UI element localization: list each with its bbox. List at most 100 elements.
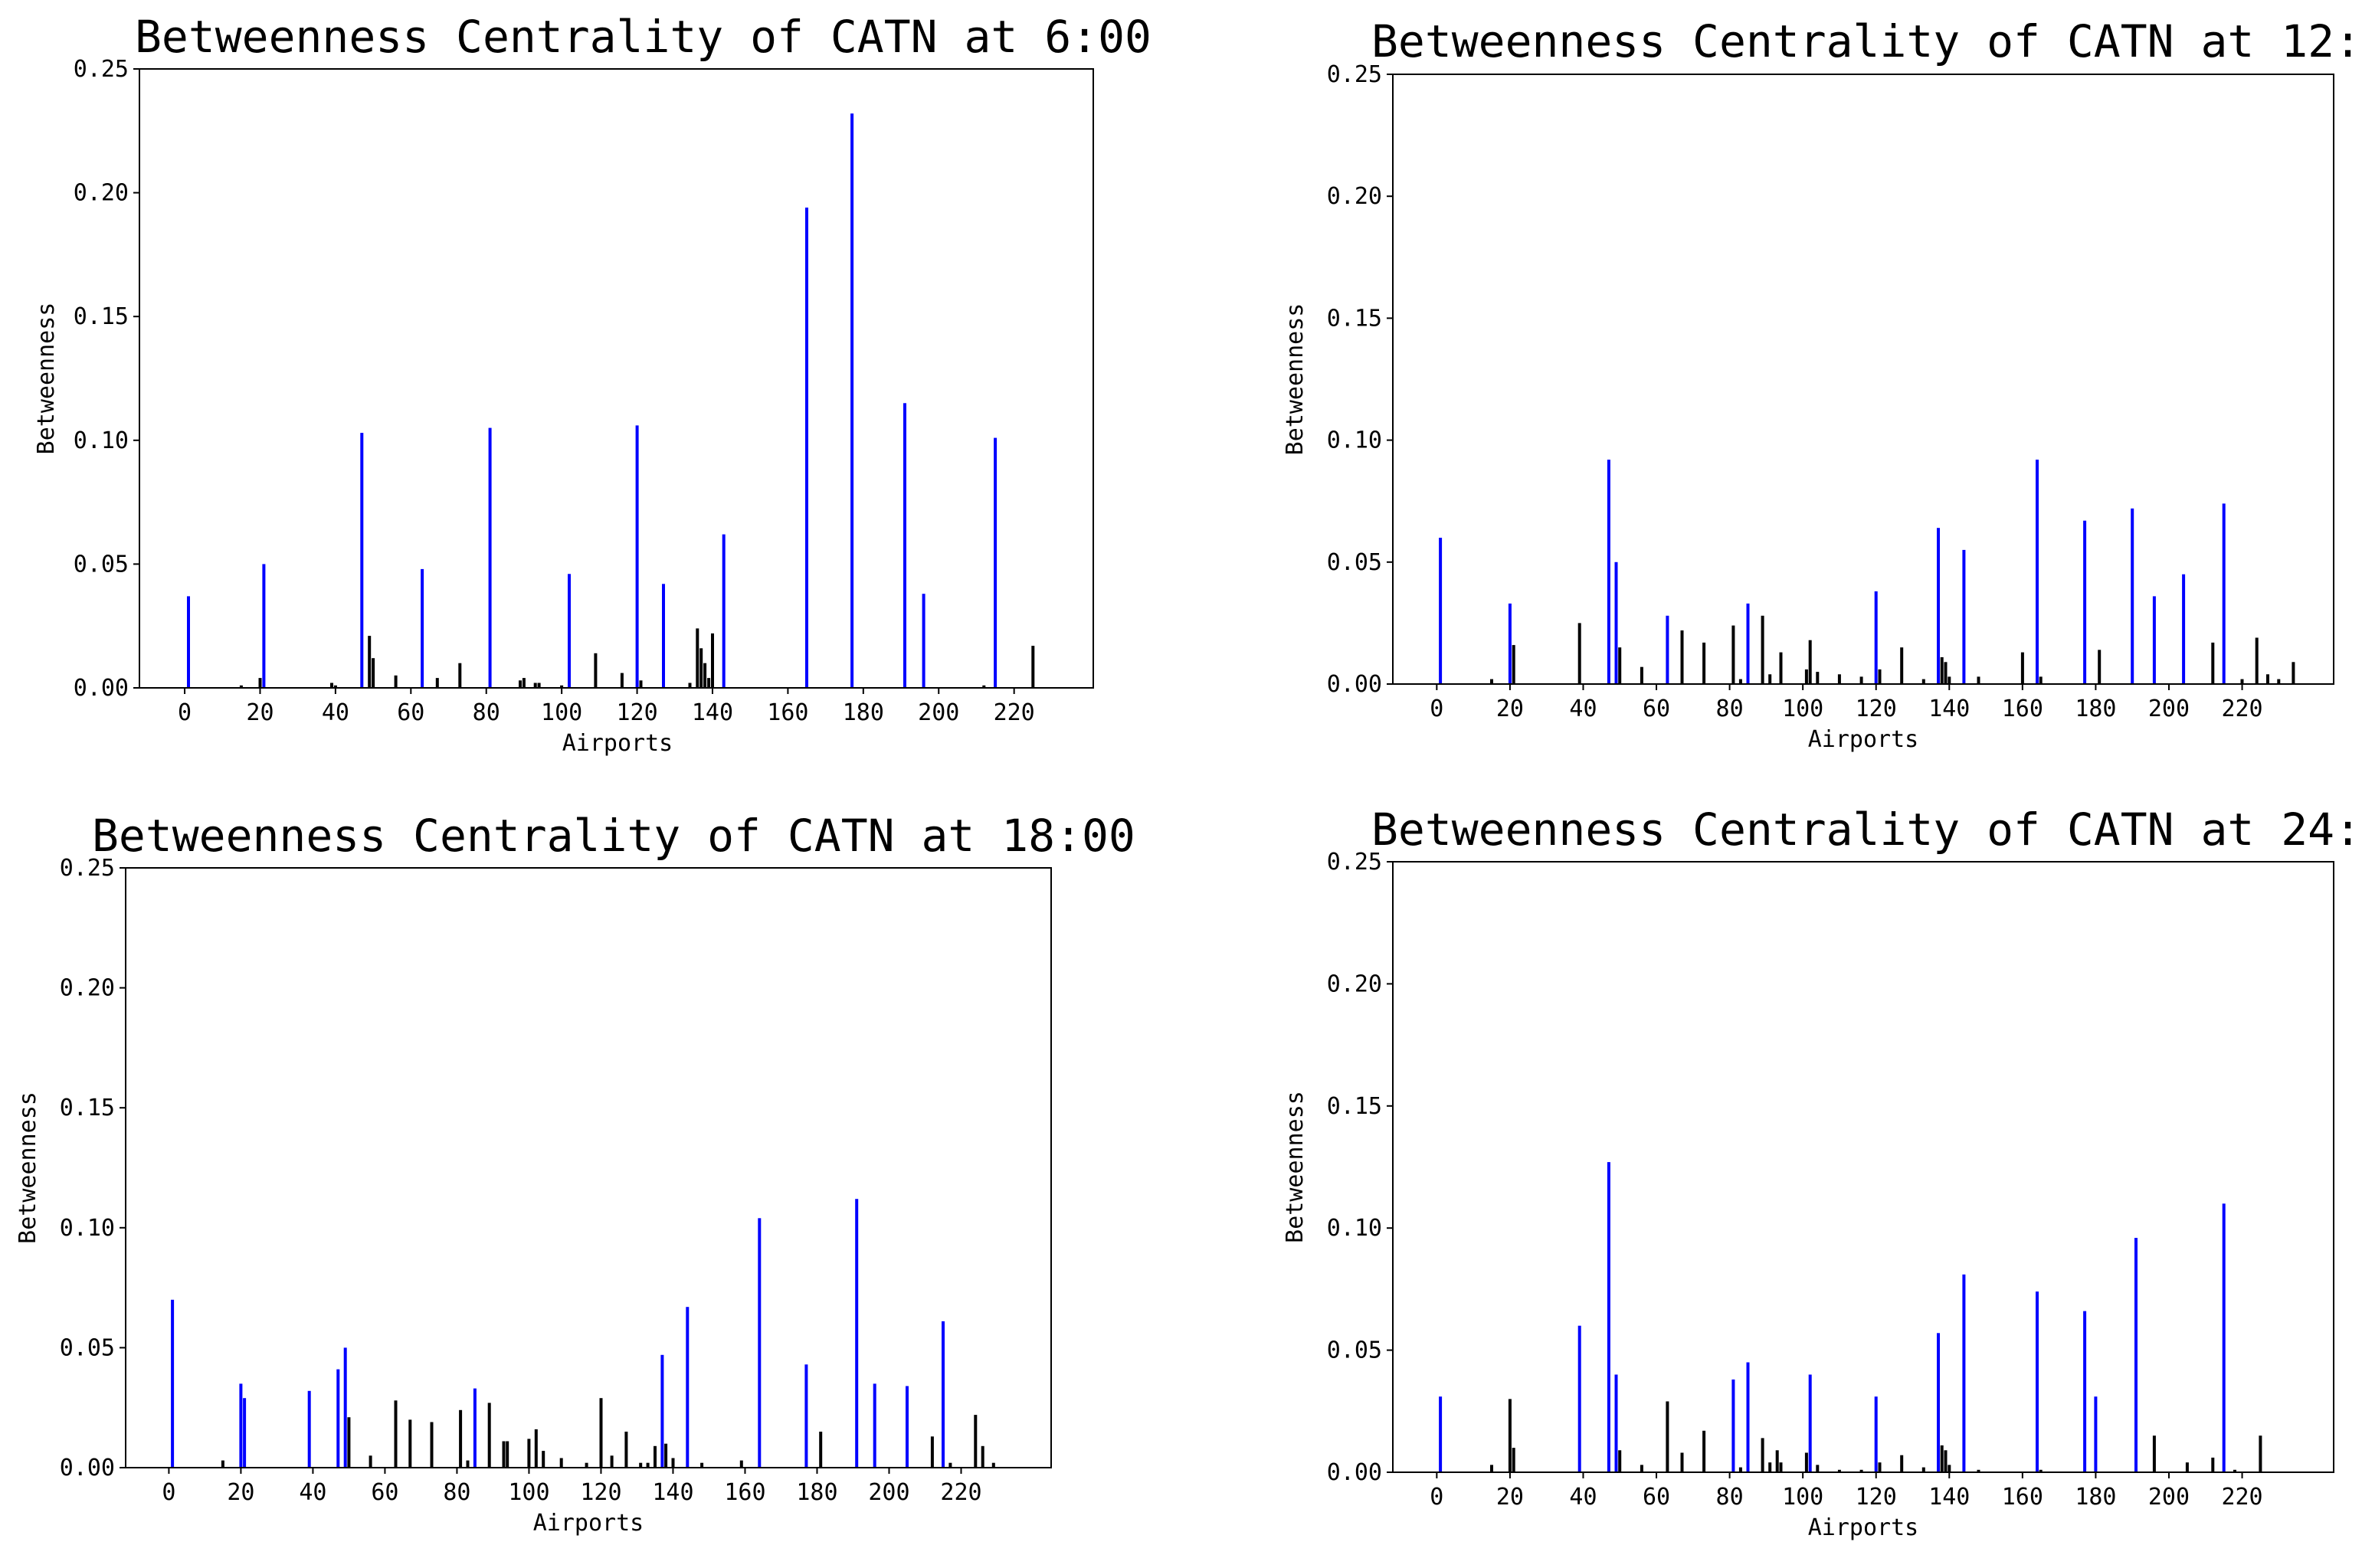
bar <box>660 1354 664 1468</box>
bar <box>542 1451 545 1468</box>
bar <box>1680 630 1684 684</box>
bar <box>1702 1430 1706 1472</box>
bar <box>568 574 571 688</box>
x-tick-label: 220 <box>994 699 1035 726</box>
bar <box>519 680 522 688</box>
bar <box>1878 669 1882 684</box>
bar <box>347 1417 351 1468</box>
bar <box>2185 1462 2189 1472</box>
bar <box>1921 1467 1925 1472</box>
x-tick-label: 200 <box>2148 1484 2190 1511</box>
bar <box>722 534 726 688</box>
bar <box>1900 1455 1904 1472</box>
bar <box>1859 676 1863 684</box>
bar <box>1816 672 1820 684</box>
bar <box>473 1388 477 1468</box>
y-tick-label: 0.00 <box>1327 671 1382 698</box>
bar <box>1640 1465 1643 1472</box>
bar <box>819 1432 823 1468</box>
bar <box>850 113 854 688</box>
bar <box>1614 561 1618 684</box>
bar <box>2266 674 2269 684</box>
bar <box>974 1415 978 1468</box>
y-tick-label: 0.00 <box>1327 1459 1382 1486</box>
bar <box>1804 669 1808 684</box>
x-axis-label: Airports <box>1808 726 1919 753</box>
y-tick-label: 0.20 <box>1327 183 1382 210</box>
plot-frame <box>125 867 1052 1468</box>
bar <box>620 673 624 688</box>
bar <box>1439 538 1443 684</box>
bar <box>758 1218 762 1468</box>
x-tick-label: 100 <box>1782 1484 1823 1511</box>
y-tick-label: 0.25 <box>1327 61 1382 88</box>
bar <box>2222 503 2226 684</box>
x-tick-label: 20 <box>1496 1484 1524 1511</box>
bar <box>804 1364 808 1468</box>
bar <box>1731 1379 1735 1472</box>
x-axis-label: Airports <box>533 1510 644 1537</box>
x-tick-label: 80 <box>473 699 500 726</box>
x-tick-label: 140 <box>1928 696 1970 722</box>
bar <box>2094 1396 2098 1472</box>
y-tick-label: 0.05 <box>74 551 129 578</box>
bar <box>1614 1374 1618 1472</box>
bar <box>1761 1438 1764 1472</box>
bar <box>699 648 703 688</box>
bar <box>1512 645 1515 684</box>
x-tick-label: 100 <box>1782 696 1823 722</box>
bar <box>1031 646 1035 688</box>
bar <box>2277 679 2281 684</box>
x-tick-label: 120 <box>580 1479 621 1506</box>
bar <box>1738 679 1742 684</box>
bar <box>930 1436 934 1468</box>
x-tick-label: 40 <box>1569 696 1597 722</box>
x-tick-label: 180 <box>796 1479 837 1506</box>
bar <box>2039 676 2043 684</box>
y-tick-label: 0.20 <box>74 180 129 207</box>
bar <box>942 1321 945 1468</box>
bar <box>1666 1401 1669 1472</box>
bar <box>654 1445 657 1468</box>
bar <box>1948 676 1951 684</box>
x-tick-label: 200 <box>918 699 959 726</box>
bar <box>2134 1238 2138 1472</box>
bar <box>1577 1325 1581 1472</box>
bar <box>1490 1465 1493 1472</box>
bar <box>2152 596 2156 684</box>
x-tick-label: 180 <box>2075 1484 2116 1511</box>
chart-panel-3: Betweenness Centrality of CATN at 18:000… <box>15 810 1135 1537</box>
bar <box>239 1383 243 1468</box>
x-tick-label: 120 <box>1856 696 1897 722</box>
bar <box>585 1462 588 1468</box>
bar <box>1837 674 1841 684</box>
x-tick-label: 140 <box>1928 1484 1970 1511</box>
bar <box>333 685 337 688</box>
y-tick-label: 0.05 <box>1327 1337 1382 1364</box>
bar <box>2292 662 2295 684</box>
x-axis-label: Airports <box>562 730 673 757</box>
bar <box>2036 1291 2039 1472</box>
x-tick-label: 40 <box>322 699 349 726</box>
bar <box>1738 1467 1742 1472</box>
bar <box>394 1400 398 1468</box>
bar <box>2039 1469 2043 1472</box>
bar <box>873 1383 876 1468</box>
bar <box>1779 652 1783 684</box>
bar <box>1878 1462 1882 1472</box>
bar <box>739 1460 743 1468</box>
bar <box>1490 679 1493 684</box>
y-tick-label: 0.05 <box>60 1334 115 1361</box>
bar <box>1816 1465 1820 1472</box>
bar <box>948 1462 952 1468</box>
bar <box>1746 1362 1750 1472</box>
x-tick-label: 60 <box>1643 696 1670 722</box>
bar <box>2083 520 2087 684</box>
x-tick-label: 120 <box>616 699 657 726</box>
bar <box>421 568 424 688</box>
bar <box>559 1458 563 1468</box>
chart-title: Betweenness Centrality of CATN at 12:00 <box>1371 15 2362 67</box>
x-tick-label: 160 <box>724 1479 765 1506</box>
plot-frame <box>1392 74 2334 685</box>
bar <box>2152 1435 2156 1472</box>
